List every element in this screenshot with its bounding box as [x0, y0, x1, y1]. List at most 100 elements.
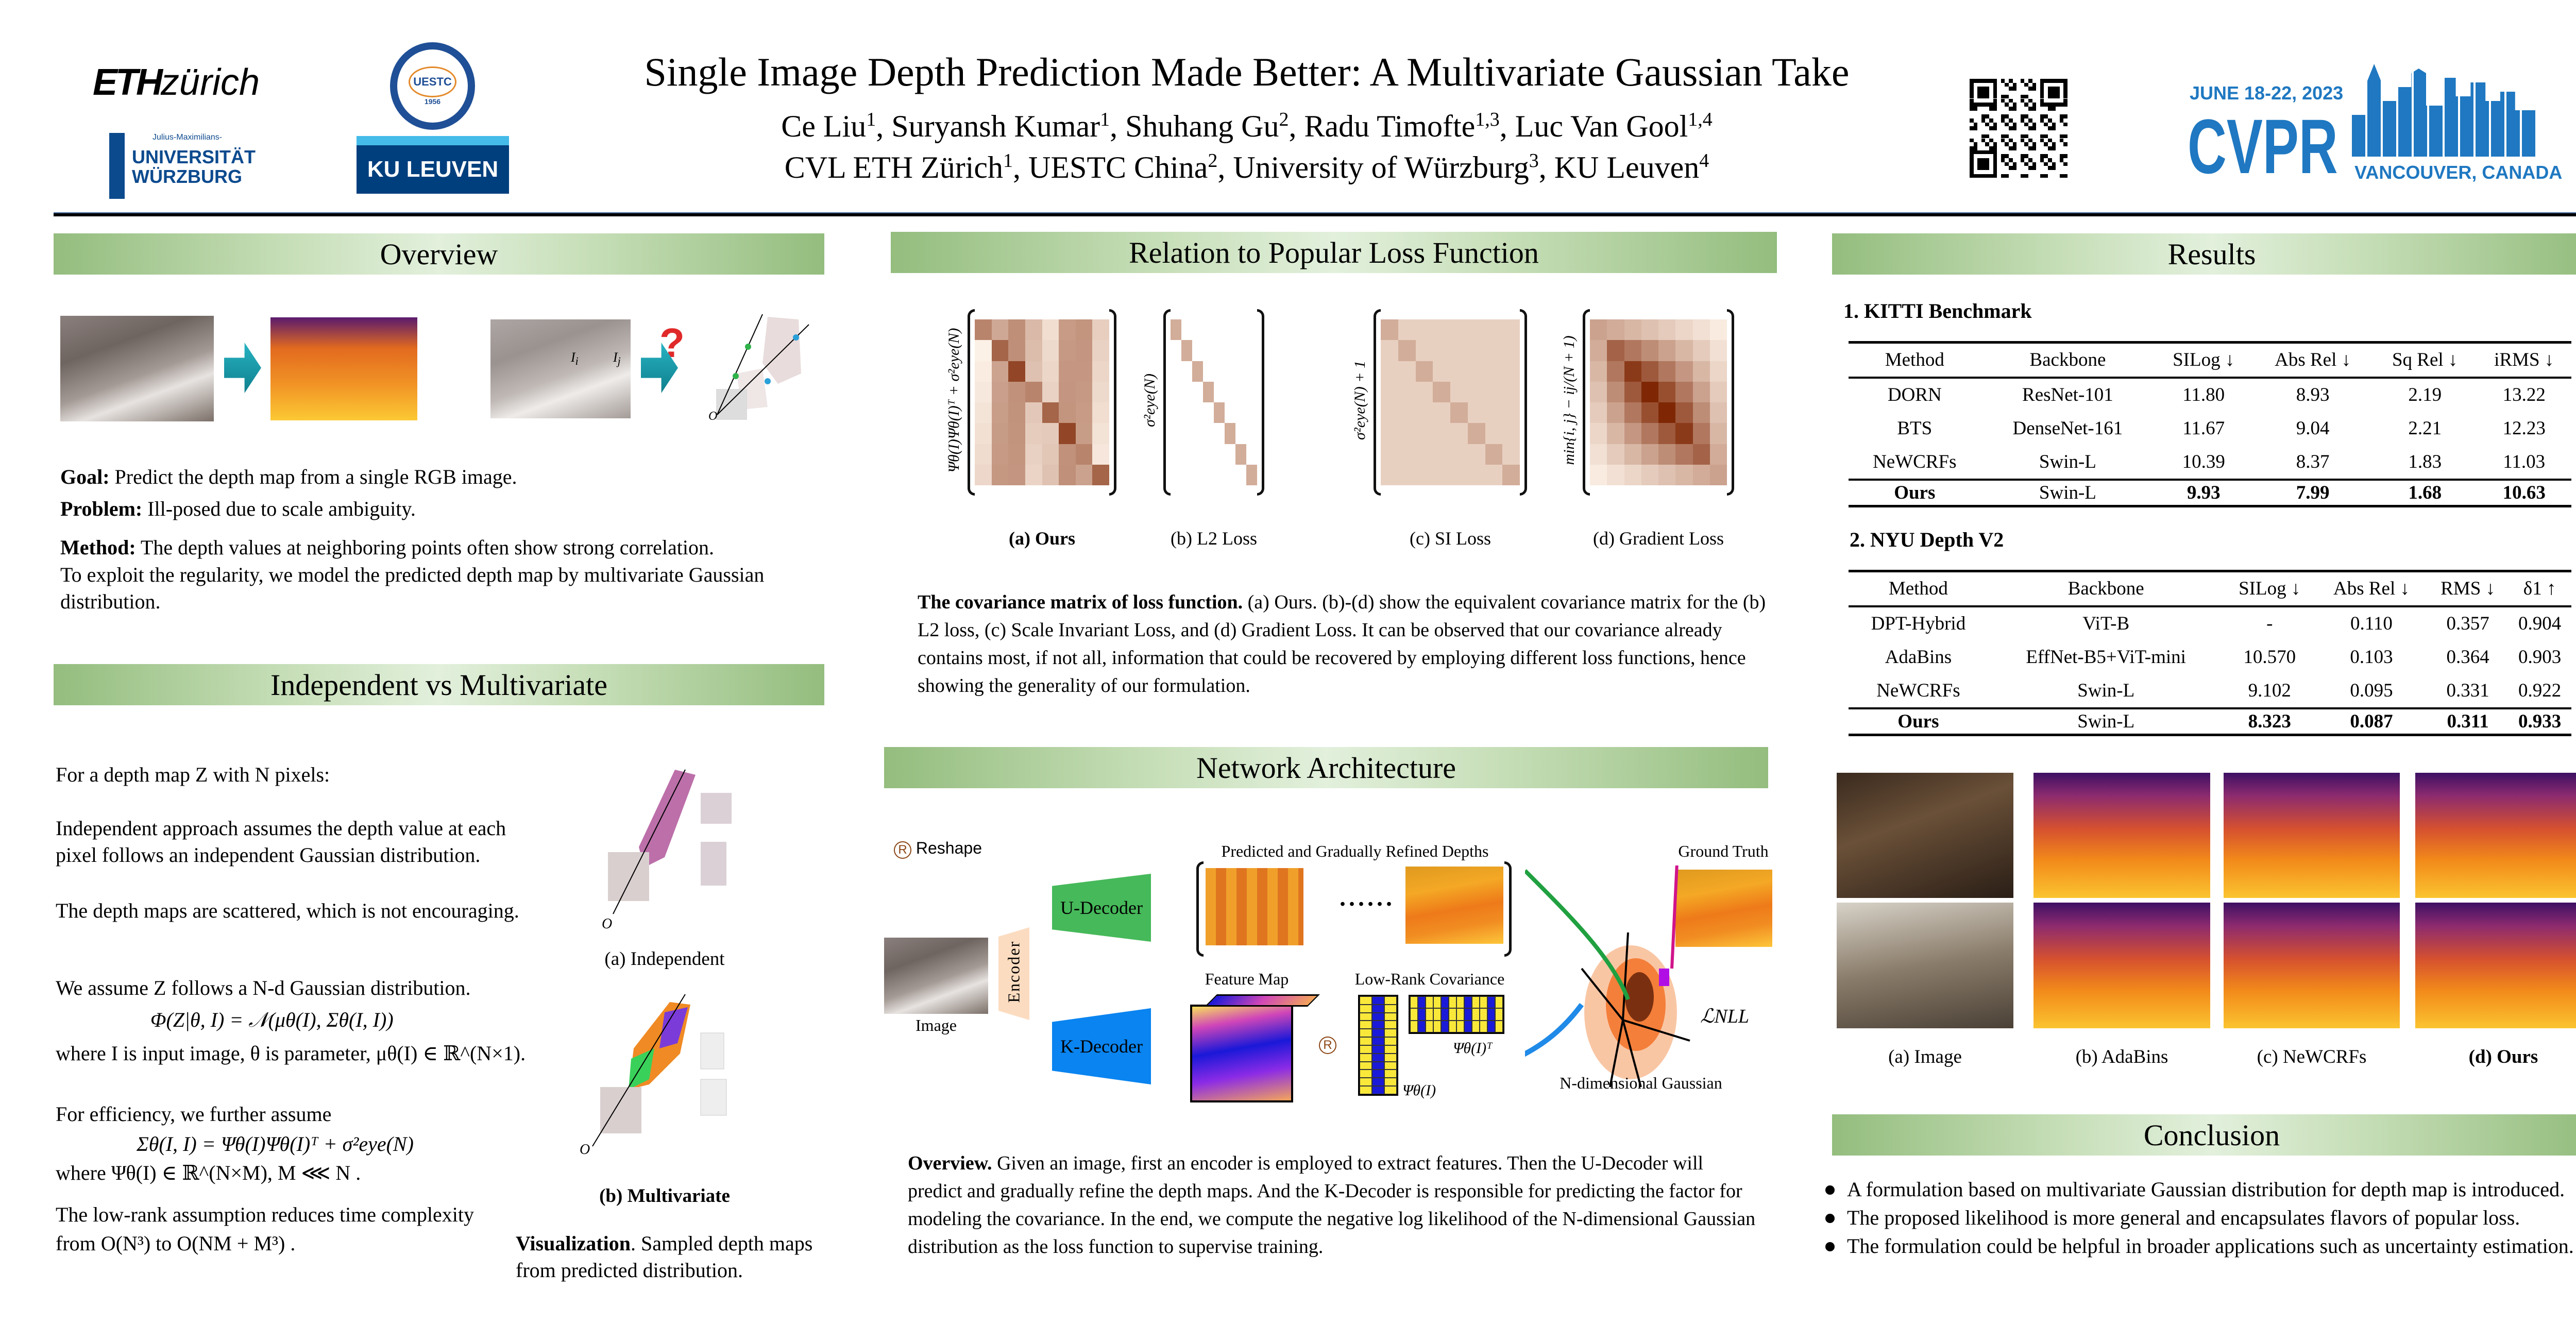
figure-caption-multivariate: (b) Multivariate: [599, 1185, 730, 1207]
eth-logo-light: zürich: [161, 62, 260, 103]
table-cell: 1.83: [2408, 451, 2442, 472]
depth-map-image: [270, 317, 417, 420]
u-decoder-block[interactable]: U-Decoder: [1052, 874, 1151, 942]
result-image-1: [1837, 773, 2013, 898]
table-cell: Swin-L: [1988, 707, 2224, 736]
kitti-results-table: Method Backbone SILog ↓ Abs Rel ↓ Sq Rel ↓ iR…: [1849, 341, 2571, 507]
table-cell: DenseNet-161: [2012, 418, 2123, 439]
matrix-bracket-right: [1520, 309, 1527, 496]
poster-title: Single Image Depth Prediction Made Bette…: [644, 49, 1850, 94]
authors-line: Ce Liu1, Suryansh Kumar1, Shuhang Gu2, R…: [781, 109, 1713, 143]
scattered-text: The depth maps are scattered, which is n…: [56, 899, 519, 922]
wurzburg-logo: Julius-Maximilians- UNIVERSITÄT WÜRZBURG: [109, 133, 259, 199]
ours-depth-2: [2415, 903, 2576, 1028]
adabins-depth-1: [2033, 773, 2210, 898]
section-title: Independent vs Multivariate: [270, 668, 607, 702]
table-cell: 0.110: [2350, 613, 2393, 634]
matrix-bracket-left: [1163, 309, 1171, 496]
k-decoder-label: K-Decoder: [1060, 1036, 1143, 1057]
kuleuven-text: KU LEUVEN: [367, 157, 499, 182]
u-decoder-label: U-Decoder: [1060, 897, 1143, 918]
wurzburg-line1: UNIVERSITÄT: [132, 146, 256, 167]
point-cloud-upper: [762, 317, 801, 384]
matrix-caption: (d) Gradient Loss: [1593, 528, 1724, 549]
eth-logo: ETHzürich: [93, 62, 260, 103]
section-header-network: Network Architecture: [884, 747, 1768, 788]
section-header-results: Results: [1832, 233, 2576, 275]
k-decoder-block[interactable]: K-Decoder: [1052, 1008, 1151, 1084]
matrix-bracket-right: [1109, 309, 1116, 496]
matrix-caption: (c) SI Loss: [1410, 528, 1491, 549]
eth-logo-bold: ETH: [93, 62, 163, 103]
table-cell: Backbone: [1980, 341, 2155, 379]
section-header-independent-vs-multivariate: Independent vs Multivariate: [54, 664, 824, 705]
left-brace: [1196, 861, 1204, 957]
table-cell: iRMS ↓: [2477, 341, 2571, 379]
gaussian-figure: [1525, 865, 1690, 1088]
origin-label: O: [708, 410, 717, 423]
ground-truth-point: [1659, 969, 1669, 986]
network-input-image: [884, 938, 988, 1014]
low-rank-text: The low-rank assumption reduces time com…: [56, 1203, 474, 1226]
table-cell: 0.904: [2518, 613, 2562, 634]
matrix-bracket-left: [1583, 309, 1590, 496]
psi-matrix: [1358, 995, 1398, 1096]
n-dimensional-gaussian-label: N-dimensional Gaussian: [1560, 1074, 1722, 1092]
affiliations-line: CVL ETH Zürich1, UESTC China2, Universit…: [784, 150, 1709, 184]
ground-truth-label: Ground Truth: [1678, 842, 1769, 860]
author-entry: Radu Timofte1,3: [1304, 109, 1500, 143]
author-entry: UESTC China2: [1028, 150, 1218, 184]
nyu-results-table: Method Backbone SILog ↓ Abs Rel ↓ RMS ↓ δ1 ↑ D…: [1849, 570, 2571, 736]
author-entry: KU Leuven4: [1554, 150, 1709, 184]
equation-covariance: Σθ(I, I) = Ψθ(I)Ψθ(I)ᵀ + σ²eye(N): [137, 1132, 414, 1156]
conclusion-bullet: The formulation could be helpful in broa…: [1825, 1234, 2574, 1258]
feature-map-cube-top: [1205, 994, 1320, 1007]
input-image-bathroom: [60, 316, 214, 421]
arrow-right-icon: [224, 343, 261, 393]
header-divider: [54, 212, 2576, 216]
qr-code[interactable]: [1970, 79, 2067, 178]
matrix-caption: (b) L2 Loss: [1171, 528, 1257, 549]
result-caption-image: (a) Image: [1888, 1046, 1962, 1067]
table-cell: 0.095: [2350, 680, 2393, 701]
cvpr-location: VANCOUVER, CANADA: [2354, 162, 2563, 183]
table-cell: 9.93: [2155, 478, 2253, 507]
input-image-with-points: [490, 319, 631, 418]
complexity-text: from O(N³) to O(NM + M³) .: [56, 1232, 296, 1255]
matrix-bracket-right: [1727, 309, 1734, 496]
table-cell: 0.922: [2518, 680, 2562, 701]
table-cell: Sq Rel ↓: [2373, 341, 2477, 379]
result-caption-adabins: (b) AdaBins: [2075, 1046, 2168, 1067]
table-cell: 0.103: [2350, 647, 2393, 668]
table-cell: 8.93: [2296, 384, 2330, 405]
uestc-logo-text: UESTC: [409, 66, 456, 97]
section-title: Conclusion: [2143, 1118, 2280, 1152]
image-plane: [716, 389, 747, 420]
matrix-bracket-left: [968, 309, 975, 496]
table-cell: Abs Rel ↓: [2315, 570, 2428, 607]
table-cell: 10.63: [2477, 478, 2571, 507]
table-cell: 0.331: [2446, 680, 2489, 701]
table-row: Ours Swin-L 8.323 0.087 0.311 0.933: [1849, 707, 2571, 736]
section-title: Results: [2167, 237, 2256, 271]
prediction-arrow: [1525, 869, 1630, 1000]
table-cell: AdaBins: [1885, 647, 1952, 668]
uestc-logo: UESTC 1956: [390, 42, 475, 130]
table-cell: 8.323: [2224, 707, 2315, 736]
newcrfs-depth-1: [2224, 773, 2400, 898]
depth-map-intro: For a depth map Z with N pixels:: [56, 763, 330, 786]
ground-truth-arrow: [1670, 865, 1679, 969]
table-cell: SILog ↓: [2155, 341, 2253, 379]
assume-text: We assume Z follows a N-d Gaussian distr…: [56, 976, 471, 999]
table-cell: 7.99: [2252, 478, 2373, 507]
point-label-i: Ii: [571, 350, 579, 368]
matrix-bracket-right: [1257, 309, 1264, 496]
table-cell: EffNet-B5+ViT-mini: [2026, 647, 2186, 668]
psi-label: Ψθ(I): [1402, 1082, 1436, 1099]
cvpr-date: JUNE 18-22, 2023: [2190, 82, 2344, 104]
matrix-formula-label: σ²eye(N): [1141, 374, 1158, 427]
independent-visualization: O: [602, 769, 732, 932]
table-cell: 0.933: [2508, 707, 2571, 736]
conclusion-bullet: The proposed likelihood is more general …: [1825, 1206, 2520, 1229]
author-entry: Suryansh Kumar1: [891, 109, 1110, 143]
